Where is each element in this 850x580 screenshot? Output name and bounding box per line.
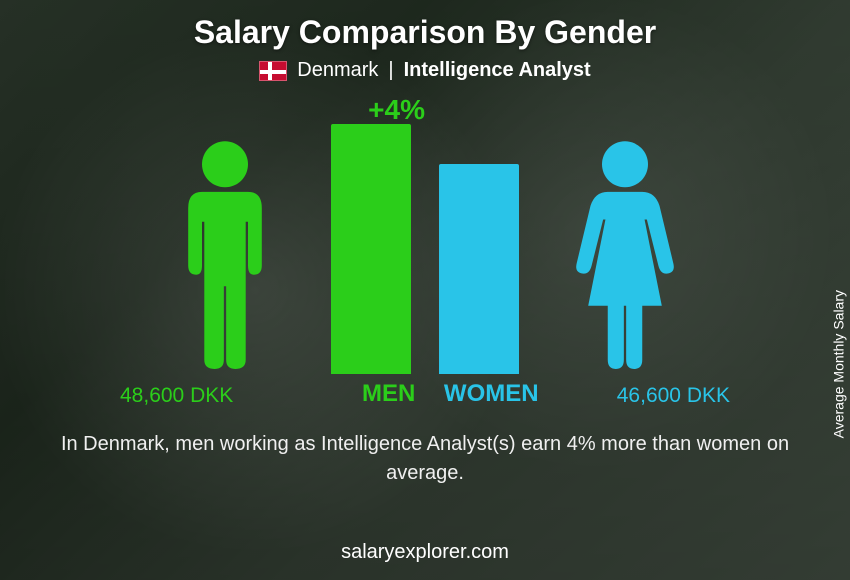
subtitle-row: Denmark | Intelligence Analyst [0, 59, 850, 82]
job-label: Intelligence Analyst [404, 59, 591, 82]
gender-label-women: WOMEN [444, 380, 539, 408]
infographic-content: Salary Comparison By Gender Denmark | In… [0, 0, 850, 580]
bars-group [331, 124, 519, 374]
woman-icon [565, 139, 685, 374]
page-title: Salary Comparison By Gender [0, 0, 850, 51]
side-axis-label: Average Monthly Salary [830, 290, 846, 438]
bar-women [439, 164, 519, 374]
footer-source: salaryexplorer.com [0, 541, 850, 564]
labels-row: 48,600 DKK MEN WOMEN 46,600 DKK [0, 378, 850, 414]
bar-men [331, 124, 411, 374]
denmark-flag-icon [259, 61, 287, 81]
gender-label-men: MEN [362, 380, 415, 408]
man-icon [165, 139, 285, 374]
country-label: Denmark [297, 59, 378, 82]
salary-men: 48,600 DKK [120, 384, 233, 408]
separator: | [388, 59, 393, 82]
chart-area: +4% 48,600 DKK MEN WOMEN 46,600 DKK [0, 94, 850, 414]
delta-label: +4% [368, 94, 425, 126]
description-text: In Denmark, men working as Intelligence … [0, 430, 850, 488]
salary-women: 46,600 DKK [617, 384, 730, 408]
